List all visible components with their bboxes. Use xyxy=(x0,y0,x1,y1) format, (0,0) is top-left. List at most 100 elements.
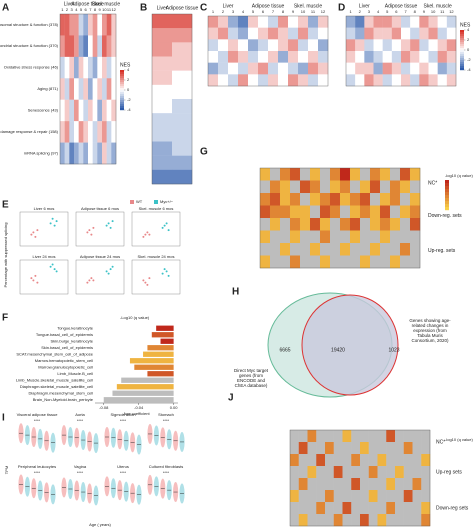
heat-cell xyxy=(373,39,383,52)
bar xyxy=(147,371,174,377)
heat-cell xyxy=(172,155,193,171)
heat-cell xyxy=(355,62,365,75)
column-label: 9 xyxy=(292,9,295,14)
legend-step xyxy=(445,180,449,184)
column-label: 6 xyxy=(395,9,398,14)
heat-cell xyxy=(370,205,381,219)
colorbar-tick-label: 2 xyxy=(467,37,470,42)
group-label: Skel. muscle xyxy=(423,3,452,9)
heat-cell xyxy=(401,39,411,52)
heat-cell xyxy=(316,502,326,515)
heat-cell xyxy=(60,56,65,79)
heat-cell xyxy=(368,442,378,455)
heat-cell xyxy=(446,74,457,87)
heat-cell xyxy=(421,502,431,515)
heat-cell xyxy=(298,74,309,87)
data-point xyxy=(107,272,110,275)
heat-cell xyxy=(83,99,89,122)
colorbar-step xyxy=(120,108,124,111)
heat-cell xyxy=(97,121,103,143)
data-point xyxy=(51,217,54,220)
heat-cell xyxy=(308,39,319,52)
heat-cell xyxy=(238,27,249,40)
x-tick-label: -0.08 xyxy=(99,405,109,410)
heat-cell xyxy=(280,218,291,231)
data-point xyxy=(32,231,35,234)
heat-cell xyxy=(64,78,70,100)
heat-cell xyxy=(288,51,299,63)
heat-cell xyxy=(318,62,329,75)
heat-cell xyxy=(69,78,75,100)
heat-cell xyxy=(370,255,381,269)
heat-cell xyxy=(410,74,420,87)
column-label: 10 xyxy=(431,9,436,14)
heat-cell xyxy=(238,62,249,75)
data-point xyxy=(111,265,114,268)
heat-cell xyxy=(410,230,421,244)
heat-cell xyxy=(340,205,351,219)
colorbar-step xyxy=(460,58,464,61)
heat-cell xyxy=(364,27,374,40)
subplot-title: Cultured fibroblasts xyxy=(149,464,183,469)
data-point xyxy=(105,270,108,273)
column-label: 4 xyxy=(242,9,245,14)
heat-cell xyxy=(172,99,193,114)
column-label: 12 xyxy=(449,9,454,14)
caption: Genes showing age-related changes in exp… xyxy=(409,318,451,343)
heat-cell xyxy=(310,193,321,206)
heat-cell xyxy=(64,99,70,122)
heat-cell xyxy=(258,74,269,87)
heat-cell xyxy=(386,514,396,527)
data-point xyxy=(92,279,95,282)
bar xyxy=(116,384,174,390)
column-label: 4 xyxy=(75,7,78,12)
heat-cell xyxy=(152,28,173,43)
heat-cell xyxy=(88,14,93,36)
heat-cell xyxy=(102,14,107,36)
colorbar-step xyxy=(460,42,464,45)
heat-cell xyxy=(172,70,193,86)
heat-cell xyxy=(410,51,420,63)
heat-cell xyxy=(330,180,341,194)
heat-cell xyxy=(298,39,309,52)
legend-step xyxy=(445,201,449,205)
heat-cell xyxy=(258,62,269,75)
heat-cell xyxy=(270,193,281,206)
heat-cell xyxy=(351,430,361,443)
heat-cell xyxy=(270,180,281,194)
heat-cell xyxy=(300,230,311,244)
heat-cell xyxy=(260,180,271,194)
heat-cell xyxy=(92,142,98,165)
heat-cell xyxy=(320,205,331,219)
heat-cell xyxy=(310,243,321,256)
row-label: Aging (871) xyxy=(37,86,58,91)
heat-cell xyxy=(298,16,309,28)
bar-label: Limb_Muscle.B_cell xyxy=(57,371,93,376)
heat-cell xyxy=(355,16,365,28)
heat-cell xyxy=(400,205,411,219)
heat-cell xyxy=(390,243,401,256)
group-label: Liver xyxy=(223,3,234,9)
data-point xyxy=(51,263,54,266)
heat-cell xyxy=(446,39,457,52)
heat-cell xyxy=(307,430,317,443)
column-label: 10 xyxy=(102,7,107,12)
heat-cell xyxy=(350,243,361,256)
heat-cell xyxy=(238,51,249,63)
heat-cell xyxy=(342,430,352,443)
data-point xyxy=(167,229,170,232)
heat-cell xyxy=(380,180,391,194)
heat-cell xyxy=(346,16,356,28)
heat-cell xyxy=(74,56,79,79)
heat-cell xyxy=(360,168,371,181)
heat-cell xyxy=(300,205,311,219)
heat-cell xyxy=(288,27,299,40)
heat-cell xyxy=(78,56,84,79)
legend-step xyxy=(445,192,449,196)
heat-cell xyxy=(298,430,308,443)
data-point xyxy=(49,265,52,268)
column-label: 11 xyxy=(107,7,112,12)
column-label: 5 xyxy=(386,9,389,14)
panel-label: G xyxy=(200,147,208,158)
heat-cell xyxy=(208,27,219,40)
